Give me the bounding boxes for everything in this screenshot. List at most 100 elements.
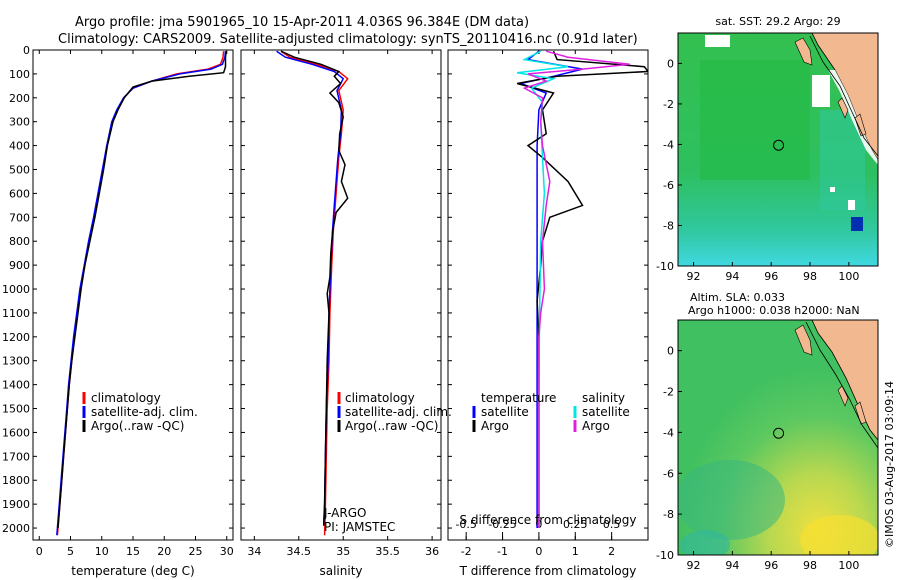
figure-title-line2: Climatology: CARS2009. Satellite-adjuste… (58, 32, 638, 47)
salinity-lines (276, 50, 349, 536)
sst-cloud-mask-2 (812, 75, 830, 107)
salinity-panel: 34 34.5 35 35.5 36 salinity climatology sate… (240, 49, 452, 578)
salinity-x-axis: 34 34.5 35 35.5 36 (247, 50, 439, 558)
x-tick-label: 1 (572, 545, 579, 558)
sst-island-1 (794, 37, 813, 66)
difference-axes-frame (447, 49, 649, 541)
sst-shelf-contour (809, 35, 878, 157)
series-line-t-satellite (518, 50, 583, 528)
temperature-panel: 0100200300400500600700800900100011001200… (2, 44, 234, 578)
lat-tick-label: -8 (663, 219, 674, 232)
lon-tick-label: 92 (687, 270, 701, 283)
x-tick-label: 0 (535, 545, 542, 558)
lon-tick-label: 92 (687, 559, 701, 572)
temperature-legend: climatology satellite-adj. clim. Argo(..… (82, 391, 198, 433)
series-line-satellite-adj-clim (56, 51, 227, 536)
depth-tick-label: 300 (9, 116, 30, 129)
depth-tick-label: 2000 (2, 522, 30, 535)
difference-panel: -2 -1 0 1 2 -0.5 -0.25 0 0.25 0.5 S difference f… (447, 49, 649, 578)
salinity-xlabel: salinity (319, 564, 362, 578)
depth-tick-label: 1700 (2, 450, 30, 463)
temperature-xlabel: temperature (deg C) (71, 564, 194, 578)
series-line-t-argo (516, 50, 648, 528)
x-tick-label: 34.5 (287, 545, 312, 558)
x-tick-label: 10 (95, 545, 109, 558)
lat-tick-label: -4 (663, 138, 674, 151)
lat-tick-label: -6 (663, 467, 674, 480)
sla-high-anomaly (800, 515, 878, 555)
lat-tick-label: 0 (667, 57, 674, 70)
lat-tick-label: -10 (656, 260, 674, 273)
legend-label-t-satellite: satellite (481, 405, 529, 419)
depth-tick-label: 700 (9, 211, 30, 224)
lon-tick-label: 94 (725, 270, 739, 283)
lon-tick-label: 100 (838, 559, 859, 572)
lat-tick-label: 0 (667, 345, 674, 358)
lat-tick-label: -6 (663, 179, 674, 192)
imos-timestamp: ©IMOS 03-Aug-2017 03:09:14 (883, 381, 896, 548)
temperature-lines (56, 51, 227, 536)
salinity-axes-frame (240, 49, 442, 541)
series-line-argo-raw-qc (280, 50, 349, 526)
lat-tick-label: -2 (663, 386, 674, 399)
sla-map-subtitle: Argo h1000: 0.038 h2000: NaN (688, 304, 860, 317)
series-line-s-argo (522, 50, 630, 528)
lat-tick-label: -4 (663, 426, 674, 439)
x-tick-label: 5 (67, 545, 74, 558)
lat-tick-label: -8 (663, 508, 674, 521)
sst-map-panel: sat. SST: 29.2 Argo: 29 92 94 96 98 100 0 -2 -4… (656, 15, 879, 283)
legend-title-salinity: salinity (582, 391, 625, 405)
depth-axis: 0 100 200 300 400 500 600 700 800 900 1000 1100 1200… (2, 44, 233, 535)
legend-label-satellite: satellite-adj. clim. (345, 405, 452, 419)
sla-map-panel: Altim. SLA: 0.033 Argo h1000: 0.038 h200… (656, 291, 879, 572)
depth-tick-label: 1600 (2, 426, 30, 439)
difference-depth-ticks (448, 49, 648, 529)
x-tick-label: 35 (336, 545, 350, 558)
depth-tick-label: 900 (9, 259, 30, 272)
lon-tick-label: 98 (803, 559, 817, 572)
temperature-x-axis: 0 5 10 15 20 25 30 (36, 50, 234, 558)
depth-tick-label: 1300 (2, 355, 30, 368)
s-x-tick-label: 0.5 (603, 518, 621, 531)
sst-coast-white (828, 70, 878, 165)
lat-tick-label: -2 (663, 98, 674, 111)
legend-title-temperature: temperature (481, 391, 556, 405)
x-tick-label: -1 (497, 545, 508, 558)
sst-map-axes: 92 94 96 98 100 0 -2 -4 -6 -8 -10 (656, 57, 859, 283)
x-tick-label: 15 (126, 545, 140, 558)
argo-location-marker (773, 139, 785, 151)
depth-tick-label: 600 (9, 187, 30, 200)
legend-label-argo: Argo(..raw -QC) (91, 419, 184, 433)
depth-tick-label: 1000 (2, 283, 30, 296)
legend-label-s-argo: Argo (582, 419, 610, 433)
difference-legend: temperature satellite Argo salinity sate… (472, 391, 630, 433)
sla-map-frame (677, 319, 879, 556)
depth-tick-label: 1900 (2, 498, 30, 511)
figure-title-line1: Argo profile: jma 5901965_10 15-Apr-2011… (75, 15, 529, 30)
argo-location-marker (773, 427, 785, 439)
legend-label-t-argo: Argo (481, 419, 509, 433)
depth-tick-label: 1400 (2, 379, 30, 392)
lon-tick-label: 98 (803, 270, 817, 283)
t-difference-xlabel: T difference from climatology (459, 564, 637, 578)
series-line-climatology (280, 50, 349, 536)
sst-island-2 (837, 97, 849, 119)
x-tick-label: 20 (157, 545, 171, 558)
sst-cloud-mask-1 (705, 35, 730, 47)
sst-island-3 (854, 113, 867, 137)
sla-low-anomaly (678, 460, 785, 540)
legend-label-satellite: satellite-adj. clim. (91, 405, 198, 419)
lon-tick-label: 100 (838, 270, 859, 283)
series-line-s-satellite (516, 50, 569, 528)
legend-label-s-satellite: satellite (582, 405, 630, 419)
sst-cloud-mask-4 (830, 187, 835, 192)
s-x-tick-label: -0.5 (455, 518, 476, 531)
series-line-argo-raw-qc (57, 51, 227, 529)
lon-tick-label: 94 (725, 559, 739, 572)
series-line-climatology (56, 51, 225, 536)
sla-island-1 (794, 324, 813, 356)
s-difference-xlabel: S difference from climatology (460, 513, 637, 527)
annotation-program: J-ARGO (323, 506, 366, 520)
sla-shelf-contour (805, 321, 878, 449)
